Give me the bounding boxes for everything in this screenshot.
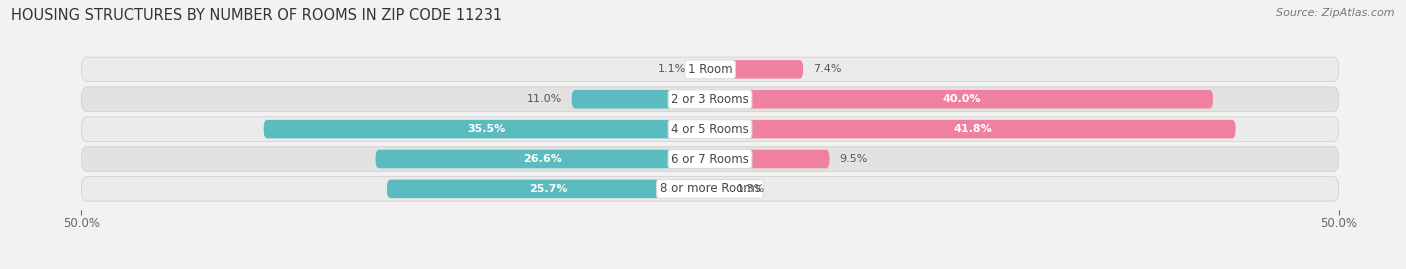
Text: 26.6%: 26.6% — [523, 154, 562, 164]
Text: 1.1%: 1.1% — [658, 64, 686, 74]
FancyBboxPatch shape — [696, 60, 710, 79]
Text: 35.5%: 35.5% — [468, 124, 506, 134]
FancyBboxPatch shape — [572, 90, 710, 108]
Text: 4 or 5 Rooms: 4 or 5 Rooms — [671, 123, 749, 136]
Text: 40.0%: 40.0% — [942, 94, 981, 104]
FancyBboxPatch shape — [82, 87, 1339, 111]
Text: 25.7%: 25.7% — [529, 184, 568, 194]
Text: 9.5%: 9.5% — [839, 154, 868, 164]
Text: 6 or 7 Rooms: 6 or 7 Rooms — [671, 153, 749, 165]
Text: HOUSING STRUCTURES BY NUMBER OF ROOMS IN ZIP CODE 11231: HOUSING STRUCTURES BY NUMBER OF ROOMS IN… — [11, 8, 502, 23]
FancyBboxPatch shape — [710, 150, 830, 168]
Text: 41.8%: 41.8% — [953, 124, 993, 134]
Text: 1.3%: 1.3% — [737, 184, 765, 194]
FancyBboxPatch shape — [710, 90, 1213, 108]
Text: Source: ZipAtlas.com: Source: ZipAtlas.com — [1277, 8, 1395, 18]
FancyBboxPatch shape — [387, 180, 710, 198]
FancyBboxPatch shape — [710, 120, 1236, 138]
FancyBboxPatch shape — [82, 57, 1339, 82]
Text: 8 or more Rooms: 8 or more Rooms — [659, 182, 761, 195]
FancyBboxPatch shape — [82, 177, 1339, 201]
Text: 2 or 3 Rooms: 2 or 3 Rooms — [671, 93, 749, 106]
FancyBboxPatch shape — [264, 120, 710, 138]
FancyBboxPatch shape — [375, 150, 710, 168]
Text: 1 Room: 1 Room — [688, 63, 733, 76]
FancyBboxPatch shape — [710, 60, 803, 79]
FancyBboxPatch shape — [82, 147, 1339, 171]
Text: 11.0%: 11.0% — [526, 94, 561, 104]
FancyBboxPatch shape — [710, 180, 727, 198]
Text: 7.4%: 7.4% — [813, 64, 842, 74]
FancyBboxPatch shape — [82, 117, 1339, 141]
